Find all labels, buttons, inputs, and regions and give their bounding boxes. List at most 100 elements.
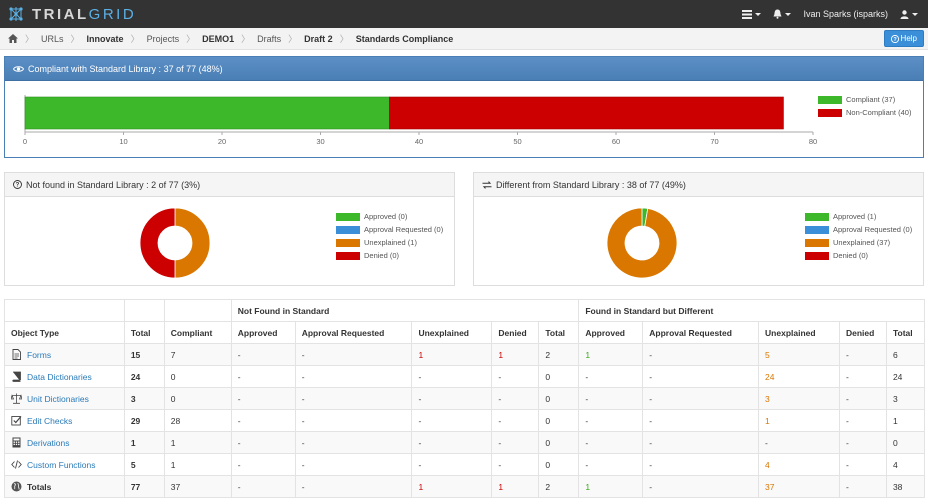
breadcrumb-demo1[interactable]: DEMO1: [202, 33, 235, 44]
cell-fd-denied: -: [838, 431, 887, 454]
different-panel: Different from Standard Library : 38 of …: [473, 172, 924, 286]
cell-total: 77: [123, 475, 165, 498]
cell-nf-unexplained: 1: [411, 475, 493, 498]
brand-name: TRIALGRID: [32, 6, 136, 23]
object-type-link[interactable]: Unit Dictionaries: [27, 393, 89, 404]
legend-swatch: [818, 108, 842, 117]
object-type-link[interactable]: Forms: [27, 349, 52, 360]
cell-fd-approved: -: [578, 409, 644, 432]
empty-header: [123, 299, 165, 322]
cell-nf-approved: -: [230, 387, 296, 410]
cell-total: 3: [123, 387, 165, 410]
x-tick-label: 30: [316, 137, 324, 146]
breadcrumb-drafts[interactable]: Drafts: [257, 33, 282, 44]
different-legend: Approved (1) Approval Requested (0) Unex…: [805, 210, 912, 262]
cell-nf-approval-requested: -: [294, 453, 413, 476]
user-icon: [900, 9, 909, 19]
col-nf-total: Total: [538, 321, 580, 344]
table-row: Edit Checks 29 28- - - -0- -1-1: [4, 409, 926, 432]
cell-compliant: 0: [163, 365, 232, 388]
x-tick-label: 10: [119, 137, 127, 146]
brand-logo[interactable]: TRIALGRID: [8, 5, 136, 23]
cell-object-type: Data Dictionaries: [4, 365, 125, 388]
cell-fd-total: 24: [885, 365, 926, 388]
list-menu[interactable]: [742, 9, 762, 19]
cell-fd-approval-requested: -: [642, 365, 760, 388]
help-button[interactable]: ? Help: [883, 30, 924, 47]
user-menu[interactable]: [900, 9, 918, 19]
cell-fd-unexplained: 3: [758, 387, 840, 410]
cell-object-type: Derivations: [4, 431, 125, 454]
object-type-wrap: Data Dictionaries: [11, 371, 118, 382]
object-type-wrap: Unit Dictionaries: [10, 393, 118, 404]
table-row: Derivations 1 1- - - -0- - - -0: [4, 431, 926, 454]
legend-swatch: [336, 238, 360, 247]
col-fd-denied: Denied: [838, 321, 887, 344]
cell-nf-approved: -: [230, 365, 296, 388]
legend-item-unexplained: Unexplained (37): [805, 236, 912, 249]
cell-fd-denied: -: [838, 475, 887, 498]
legend-swatch: [805, 251, 829, 260]
cell-nf-approval-requested: -: [294, 365, 413, 388]
legend-item-compliant: Compliant (37): [818, 93, 911, 106]
legend-item-denied: Denied (0): [805, 249, 912, 262]
table-row: Custom Functions 5 1- - - -0- -4-4: [4, 453, 926, 476]
object-type-wrap: Totals: [11, 481, 118, 492]
object-type-link[interactable]: Data Dictionaries: [27, 371, 92, 382]
cell-compliant: 0: [163, 387, 232, 410]
cell-fd-approved: -: [578, 453, 644, 476]
cell-fd-denied: -: [838, 409, 887, 432]
cell-total: 1: [123, 431, 165, 454]
cell-nf-approved: -: [230, 475, 296, 498]
cell-nf-denied: 1: [491, 343, 540, 366]
eye-icon: [13, 65, 24, 72]
compliance-panel: Compliant with Standard Library : 37 of …: [4, 56, 924, 158]
cell-fd-total: 0: [885, 431, 926, 454]
legend-label: Unexplained (37): [833, 238, 891, 247]
chevron-down-icon: [785, 12, 792, 16]
legend-label: Denied (0): [833, 251, 869, 260]
legend-swatch: [805, 225, 829, 234]
col-nf-approval-requested: Approval Requested: [294, 321, 413, 344]
cell-nf-total: 0: [538, 365, 580, 388]
cell-fd-total: 4: [885, 453, 926, 476]
compliance-table: Not Found in Standard Found in Standard …: [4, 299, 926, 498]
user-name[interactable]: Ivan Sparks (isparks): [803, 9, 888, 19]
notifications-menu[interactable]: [773, 9, 792, 19]
cell-object-type: Forms: [4, 343, 125, 366]
col-nf-unexplained: Unexplained: [411, 321, 493, 344]
breadcrumb-draft-2[interactable]: Draft 2: [304, 33, 333, 44]
breadcrumb-urls[interactable]: URLs: [41, 33, 64, 44]
cell-nf-approved: -: [230, 453, 296, 476]
breadcrumb-projects[interactable]: Projects: [146, 33, 180, 44]
object-type-link[interactable]: Derivations: [27, 437, 70, 448]
cell-fd-total: 3: [885, 387, 926, 410]
brand-name-right: GRID: [88, 5, 137, 23]
cell-compliant: 7: [163, 343, 232, 366]
donut-slice-2: [606, 207, 678, 279]
legend-swatch: [818, 95, 842, 104]
cell-fd-approval-requested: -: [642, 431, 760, 454]
cell-nf-denied: 1: [491, 475, 540, 498]
x-tick-label: 0: [23, 137, 27, 146]
check-icon: [11, 415, 22, 426]
cell-fd-denied: -: [838, 343, 887, 366]
compliance-legend: Compliant (37) Non-Compliant (40): [818, 93, 911, 119]
breadcrumb-innovate[interactable]: Innovate: [86, 33, 124, 44]
object-type-wrap: Forms: [11, 349, 118, 360]
legend-label: Compliant (37): [846, 95, 896, 104]
bell-icon: [773, 9, 782, 19]
cell-nf-approval-requested: -: [294, 431, 413, 454]
legend-swatch: [336, 225, 360, 234]
scale-icon: [10, 393, 23, 404]
home-icon[interactable]: [8, 34, 18, 43]
object-type-link[interactable]: Edit Checks: [27, 415, 73, 426]
question-circle-icon: ?: [13, 180, 22, 189]
cell-nf-unexplained: -: [411, 365, 493, 388]
col-compliant: Compliant: [163, 321, 232, 344]
cell-nf-unexplained: -: [411, 409, 493, 432]
legend-label: Approval Requested (0): [364, 225, 444, 234]
different-donut-chart: [606, 207, 678, 279]
object-type-link[interactable]: Custom Functions: [27, 459, 96, 470]
col-nf-approved: Approved: [230, 321, 296, 344]
